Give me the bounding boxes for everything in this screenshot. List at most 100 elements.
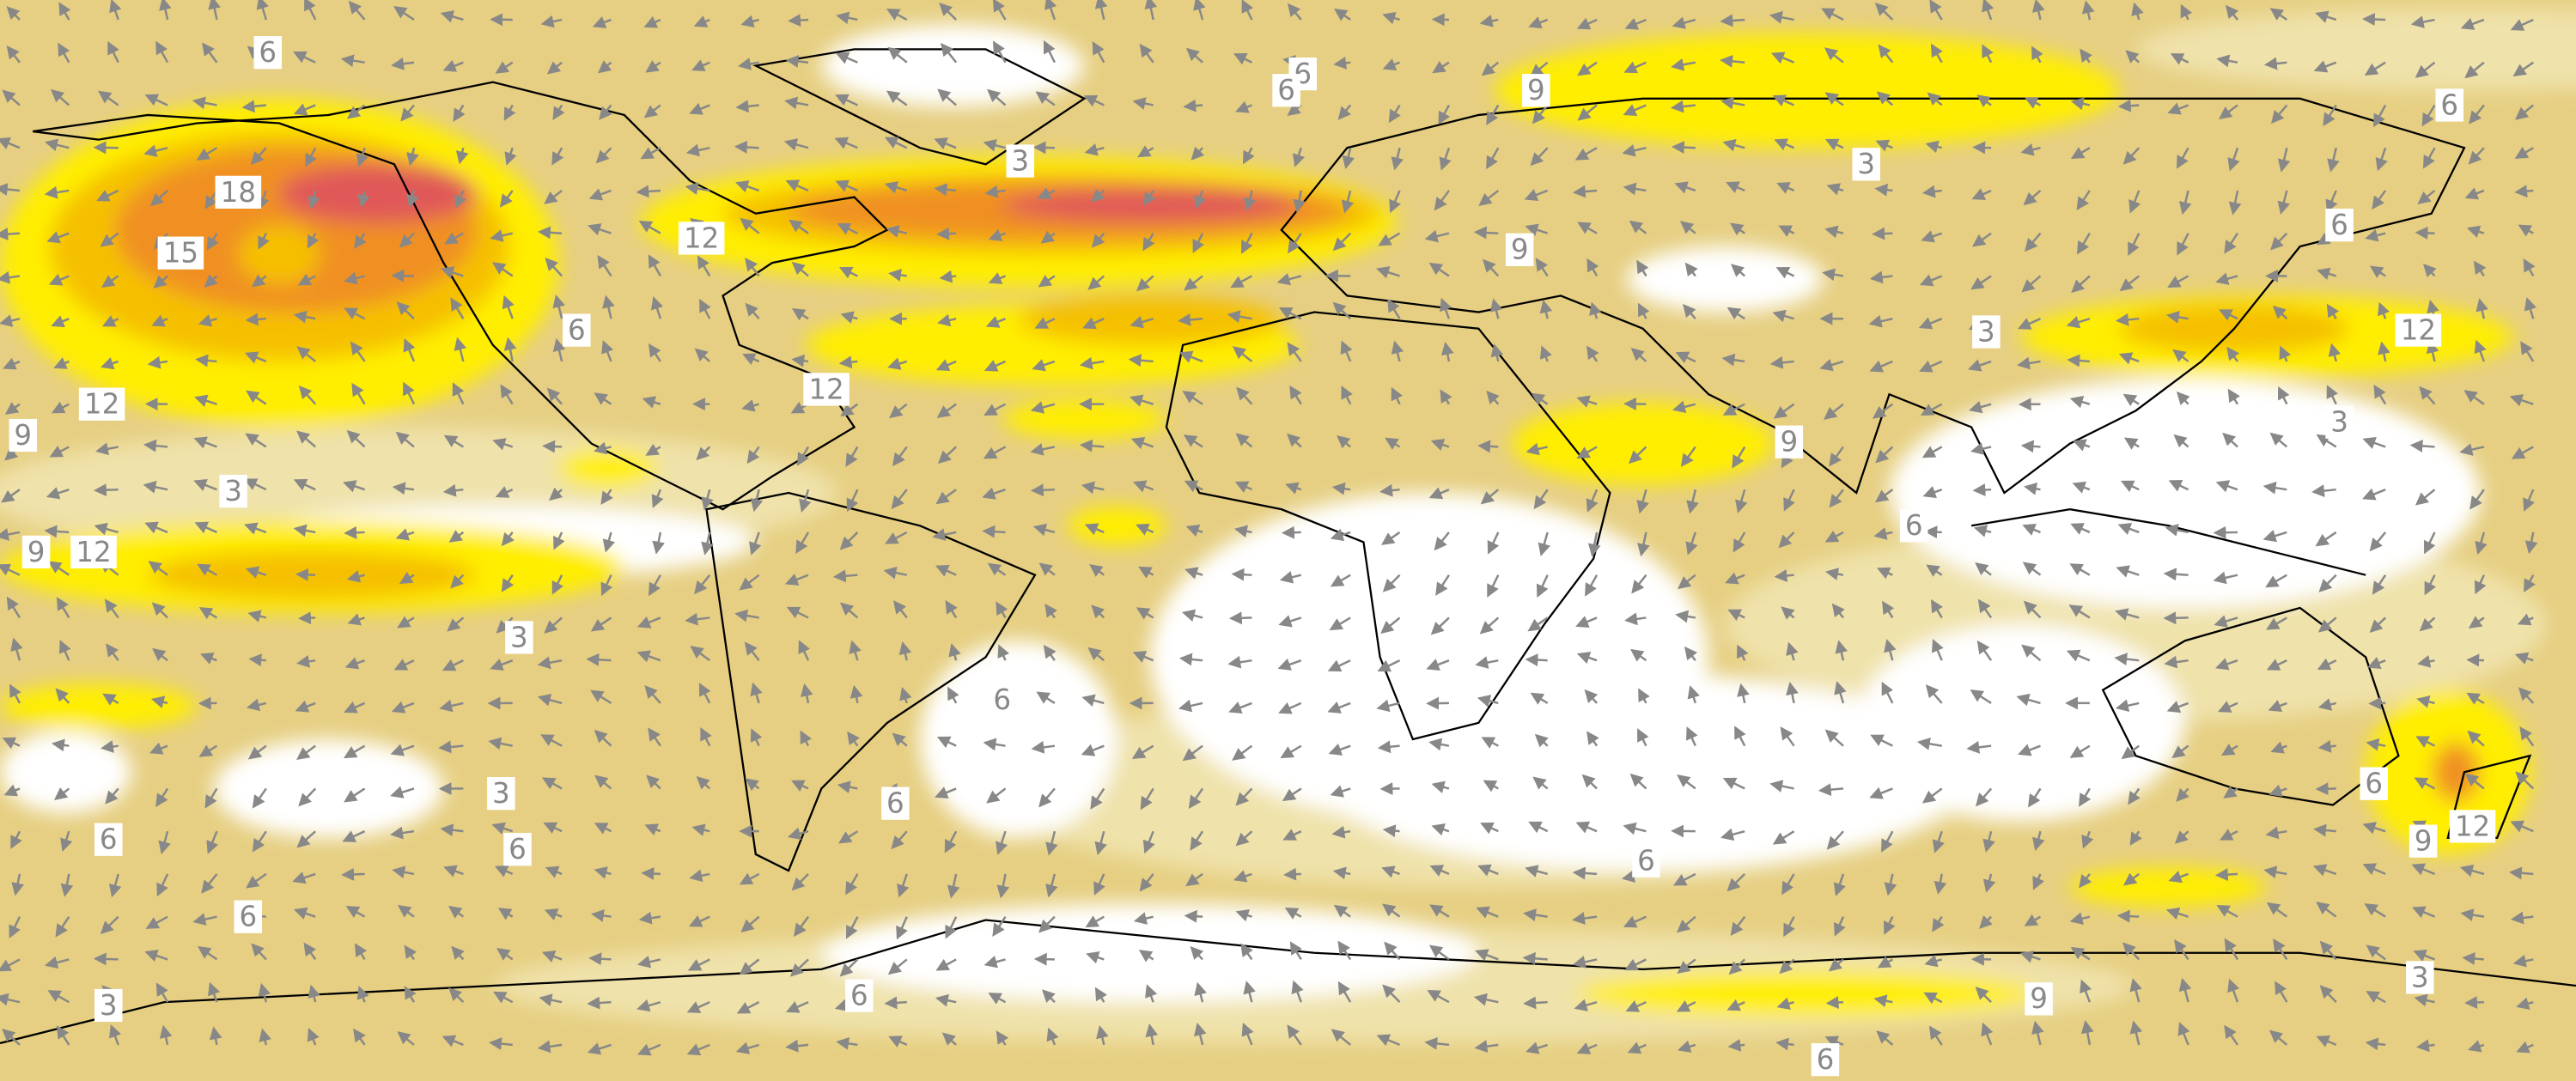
wind-arrow bbox=[2177, 233, 2189, 256]
wind-arrow bbox=[638, 220, 661, 234]
wind-arrow bbox=[1278, 307, 1302, 320]
wind-arrow bbox=[204, 274, 218, 288]
wind-arrow bbox=[51, 315, 70, 328]
wind-arrow bbox=[1629, 446, 1647, 465]
wind-arrow bbox=[651, 489, 664, 508]
wind-arrow bbox=[2116, 699, 2140, 713]
wind-arrow bbox=[6, 46, 21, 64]
wind-arrow bbox=[742, 353, 760, 366]
wind-arrow bbox=[198, 744, 218, 757]
wind-arrow bbox=[2020, 143, 2041, 156]
wind-arrow bbox=[1683, 303, 1696, 320]
wind-arrow bbox=[984, 185, 1006, 198]
wind-arrow bbox=[196, 147, 218, 161]
wind-arrow bbox=[1675, 351, 1696, 364]
wind-arrow bbox=[2362, 488, 2386, 501]
wind-arrow bbox=[784, 96, 809, 110]
wind-arrow bbox=[685, 143, 710, 157]
wind-arrow bbox=[840, 311, 858, 324]
wind-arrow bbox=[150, 695, 168, 708]
wind-arrow bbox=[698, 683, 711, 704]
wind-arrow bbox=[52, 738, 70, 752]
wind-arrow bbox=[1772, 309, 1794, 323]
wind-arrow bbox=[204, 787, 218, 809]
wind-arrow bbox=[1629, 220, 1647, 234]
wind-arrow bbox=[947, 686, 959, 704]
wind-arrow bbox=[551, 147, 564, 166]
wind-arrow bbox=[1332, 232, 1352, 252]
wind-arrow bbox=[1487, 574, 1500, 598]
wind-arrow bbox=[2270, 232, 2288, 251]
wind-arrow bbox=[2466, 653, 2484, 667]
wind-arrow bbox=[244, 351, 267, 364]
wind-arrow bbox=[2174, 830, 2189, 844]
wind-arrow bbox=[1043, 644, 1057, 661]
contour-label: 3 bbox=[492, 777, 510, 810]
wind-arrow bbox=[937, 313, 957, 327]
wind-arrow bbox=[1486, 104, 1500, 125]
wind-arrow bbox=[2070, 97, 2091, 111]
wind-arrow bbox=[2464, 996, 2484, 1010]
wind-arrow bbox=[1824, 729, 1844, 747]
wind-arrow bbox=[744, 641, 760, 661]
wind-arrow bbox=[1526, 442, 1548, 456]
wind-arrow bbox=[1424, 229, 1450, 243]
wind-arrow bbox=[2524, 531, 2538, 555]
contour-label: 3 bbox=[1011, 144, 1029, 177]
wind-arrow bbox=[540, 15, 563, 28]
wind-arrow bbox=[1144, 0, 1158, 21]
wind-arrow bbox=[699, 299, 711, 319]
wind-arrow bbox=[501, 574, 515, 592]
wind-arrow bbox=[1136, 607, 1154, 620]
wind-arrow bbox=[2467, 730, 2485, 747]
wind-arrow bbox=[1376, 699, 1400, 713]
wind-arrow bbox=[48, 561, 70, 576]
wind-arrow bbox=[1869, 360, 1893, 373]
wind-arrow bbox=[1726, 873, 1746, 892]
wind-arrow bbox=[2263, 57, 2287, 70]
wind-arrow bbox=[1624, 612, 1647, 626]
wind-arrow bbox=[600, 574, 613, 597]
wind-arrow bbox=[492, 438, 514, 451]
wind-arrow bbox=[153, 275, 168, 288]
wind-arrow bbox=[693, 15, 710, 27]
wind-arrow bbox=[745, 302, 760, 320]
wind-arrow bbox=[1636, 259, 1649, 277]
wind-arrow bbox=[1236, 386, 1253, 405]
wind-arrow bbox=[2422, 147, 2436, 169]
wind-arrow bbox=[450, 574, 465, 589]
wind-arrow bbox=[1882, 600, 1895, 619]
wind-arrow bbox=[1341, 190, 1355, 214]
wind-arrow bbox=[1081, 744, 1105, 756]
contour-label: 9 bbox=[27, 536, 46, 568]
wind-arrow bbox=[934, 137, 957, 150]
wind-arrow bbox=[1539, 300, 1553, 319]
wind-arrow bbox=[643, 104, 661, 118]
wind-arrow bbox=[2219, 309, 2238, 321]
contour-label: 12 bbox=[684, 222, 719, 254]
wind-arrow bbox=[293, 524, 316, 537]
wind-arrow bbox=[1572, 185, 1598, 198]
wind-arrow bbox=[2021, 644, 2042, 662]
wind-arrow bbox=[442, 59, 464, 72]
wind-arrow bbox=[1233, 53, 1252, 65]
wind-arrow bbox=[2262, 481, 2287, 495]
contour-label: 12 bbox=[2455, 810, 2490, 842]
wind-arrow bbox=[986, 787, 1007, 804]
wind-arrow bbox=[1532, 104, 1549, 124]
wind-arrow bbox=[197, 563, 218, 576]
wind-arrow bbox=[2468, 616, 2485, 629]
wind-arrow bbox=[992, 40, 1007, 64]
wind-arrow bbox=[2217, 701, 2238, 713]
wind-arrow bbox=[1184, 909, 1203, 923]
wind-arrow bbox=[44, 138, 70, 152]
wind-arrow bbox=[1038, 275, 1056, 288]
contour-label: 6 bbox=[2330, 209, 2348, 241]
wind-arrow bbox=[1835, 640, 1848, 661]
wind-arrow bbox=[2265, 826, 2287, 840]
wind-arrow bbox=[491, 822, 514, 835]
wind-arrow bbox=[2524, 297, 2537, 319]
wind-arrow bbox=[796, 446, 810, 466]
wind-arrow bbox=[983, 738, 1006, 751]
wind-arrow bbox=[452, 382, 465, 405]
